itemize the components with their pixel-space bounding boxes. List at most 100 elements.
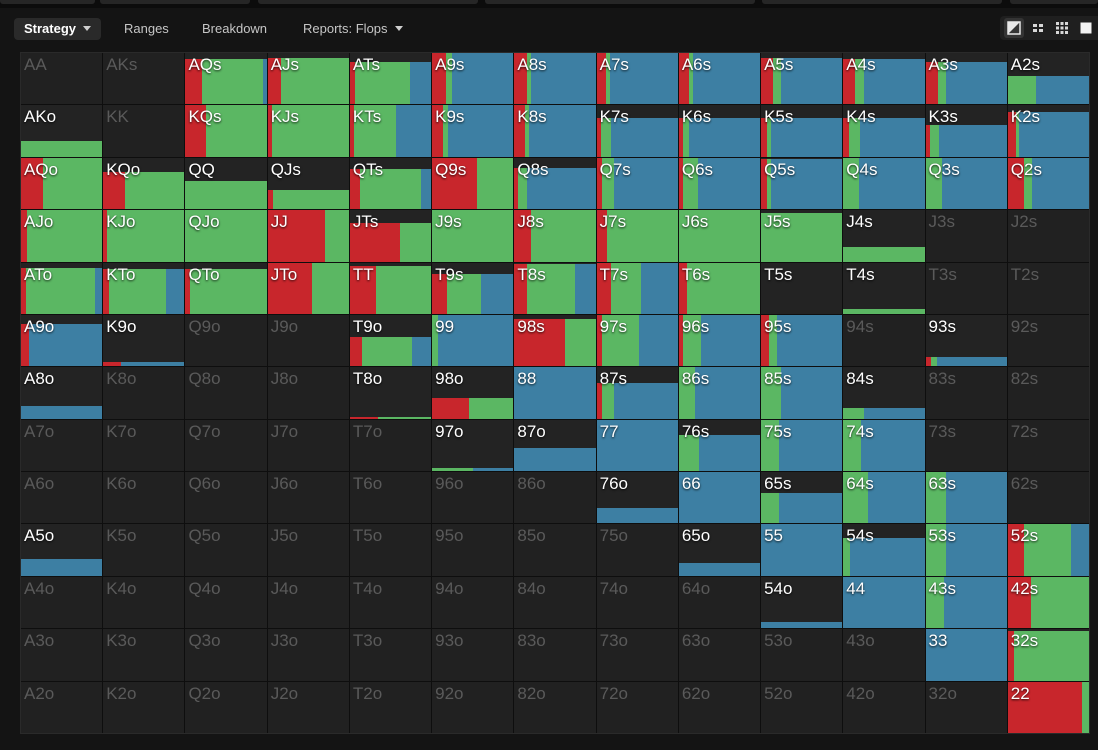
hand-cell-22[interactable]: 22 — [1007, 681, 1089, 733]
hand-cell-A5o[interactable]: A5o — [21, 524, 103, 576]
hand-cell-J9o[interactable]: J9o — [267, 314, 349, 367]
hand-cell-95s[interactable]: 95s — [761, 314, 843, 367]
hand-cell-53o[interactable]: 53o — [761, 629, 843, 681]
hand-cell-72s[interactable]: 72s — [1007, 419, 1089, 472]
hand-cell-74o[interactable]: 74o — [596, 576, 678, 629]
hand-cell-A3o[interactable]: A3o — [21, 629, 103, 681]
hand-cell-54s[interactable]: 54s — [843, 524, 925, 576]
hand-cell-JTs[interactable]: JTs — [349, 210, 432, 262]
hand-cell-A4s[interactable]: A4s — [843, 53, 925, 105]
hand-cell-43o[interactable]: 43o — [843, 629, 925, 681]
hand-cell-A3s[interactable]: A3s — [925, 53, 1007, 105]
hand-cell-42o[interactable]: 42o — [843, 681, 925, 733]
hand-cell-QTs[interactable]: QTs — [349, 157, 432, 210]
tab-reports-flops[interactable]: Reports: Flops — [293, 18, 413, 40]
hand-cell-42s[interactable]: 42s — [1007, 576, 1089, 629]
hand-cell-AKo[interactable]: AKo — [21, 105, 103, 157]
hand-cell-QJo[interactable]: QJo — [185, 210, 267, 262]
hand-cell-Q6s[interactable]: Q6s — [678, 157, 761, 210]
hand-cell-AJo[interactable]: AJo — [21, 210, 103, 262]
hand-cell-A7s[interactable]: A7s — [596, 53, 678, 105]
hand-cell-KQs[interactable]: KQs — [185, 105, 267, 157]
hand-cell-62s[interactable]: 62s — [1007, 472, 1089, 524]
hand-cell-K4s[interactable]: K4s — [843, 105, 925, 157]
hand-cell-KJs[interactable]: KJs — [267, 105, 349, 157]
hand-cell-K8s[interactable]: K8s — [514, 105, 596, 157]
hand-cell-T6o[interactable]: T6o — [349, 472, 432, 524]
hand-cell-86o[interactable]: 86o — [514, 472, 596, 524]
hand-cell-94o[interactable]: 94o — [432, 576, 514, 629]
hand-cell-63o[interactable]: 63o — [678, 629, 761, 681]
hand-cell-87s[interactable]: 87s — [596, 367, 678, 419]
hand-cell-AJs[interactable]: AJs — [267, 53, 349, 105]
hand-cell-A8o[interactable]: A8o — [21, 367, 103, 419]
hand-cell-K3o[interactable]: K3o — [103, 629, 185, 681]
hand-cell-ATo[interactable]: ATo — [21, 262, 103, 314]
hand-cell-65o[interactable]: 65o — [678, 524, 761, 576]
hand-cell-83o[interactable]: 83o — [514, 629, 596, 681]
hand-cell-Q3o[interactable]: Q3o — [185, 629, 267, 681]
hand-cell-A5s[interactable]: A5s — [761, 53, 843, 105]
hand-cell-AQo[interactable]: AQo — [21, 157, 103, 210]
hand-cell-QQ[interactable]: QQ — [185, 157, 267, 210]
hand-cell-52s[interactable]: 52s — [1007, 524, 1089, 576]
hand-cell-JJ[interactable]: JJ — [267, 210, 349, 262]
hand-cell-T4s[interactable]: T4s — [843, 262, 925, 314]
hand-cell-Q3s[interactable]: Q3s — [925, 157, 1007, 210]
hand-cell-95o[interactable]: 95o — [432, 524, 514, 576]
hand-cell-QTo[interactable]: QTo — [185, 262, 267, 314]
hand-cell-85o[interactable]: 85o — [514, 524, 596, 576]
hand-cell-K6s[interactable]: K6s — [678, 105, 761, 157]
hand-cell-72o[interactable]: 72o — [596, 681, 678, 733]
tab-ranges[interactable]: Ranges — [114, 18, 179, 40]
hand-cell-74s[interactable]: 74s — [843, 419, 925, 472]
hand-cell-T4o[interactable]: T4o — [349, 576, 432, 629]
hand-cell-KTo[interactable]: KTo — [103, 262, 185, 314]
hand-cell-77[interactable]: 77 — [596, 419, 678, 472]
hand-cell-A6s[interactable]: A6s — [678, 53, 761, 105]
hand-cell-75o[interactable]: 75o — [596, 524, 678, 576]
hand-cell-84o[interactable]: 84o — [514, 576, 596, 629]
hand-cell-Q8s[interactable]: Q8s — [514, 157, 596, 210]
hand-cell-K5o[interactable]: K5o — [103, 524, 185, 576]
hand-cell-64o[interactable]: 64o — [678, 576, 761, 629]
hand-cell-Q6o[interactable]: Q6o — [185, 472, 267, 524]
hand-cell-96s[interactable]: 96s — [678, 314, 761, 367]
grid-view-button[interactable] — [1052, 18, 1072, 38]
hand-cell-A9s[interactable]: A9s — [432, 53, 514, 105]
hand-cell-J3o[interactable]: J3o — [267, 629, 349, 681]
hand-cell-K2o[interactable]: K2o — [103, 681, 185, 733]
hand-cell-T5o[interactable]: T5o — [349, 524, 432, 576]
hand-cell-Q9o[interactable]: Q9o — [185, 314, 267, 367]
hand-cell-54o[interactable]: 54o — [761, 576, 843, 629]
hand-cell-J8s[interactable]: J8s — [514, 210, 596, 262]
hand-cell-J6s[interactable]: J6s — [678, 210, 761, 262]
hand-cell-93s[interactable]: 93s — [925, 314, 1007, 367]
hand-cell-K3s[interactable]: K3s — [925, 105, 1007, 157]
hand-cell-99[interactable]: 99 — [432, 314, 514, 367]
hand-cell-83s[interactable]: 83s — [925, 367, 1007, 419]
hand-cell-82o[interactable]: 82o — [514, 681, 596, 733]
hand-cell-A7o[interactable]: A7o — [21, 419, 103, 472]
hand-cell-Q4o[interactable]: Q4o — [185, 576, 267, 629]
hand-cell-K6o[interactable]: K6o — [103, 472, 185, 524]
hand-cell-J6o[interactable]: J6o — [267, 472, 349, 524]
hand-cell-K9s[interactable]: K9s — [432, 105, 514, 157]
hand-cell-93o[interactable]: 93o — [432, 629, 514, 681]
hand-cell-J4s[interactable]: J4s — [843, 210, 925, 262]
hand-cell-T3s[interactable]: T3s — [925, 262, 1007, 314]
hand-cell-Q9s[interactable]: Q9s — [432, 157, 514, 210]
hand-cell-T3o[interactable]: T3o — [349, 629, 432, 681]
hand-cell-86s[interactable]: 86s — [678, 367, 761, 419]
hand-cell-KJo[interactable]: KJo — [103, 210, 185, 262]
hand-cell-76s[interactable]: 76s — [678, 419, 761, 472]
hand-cell-T9s[interactable]: T9s — [432, 262, 514, 314]
hand-cell-33[interactable]: 33 — [925, 629, 1007, 681]
hand-cell-K9o[interactable]: K9o — [103, 314, 185, 367]
hand-cell-87o[interactable]: 87o — [514, 419, 596, 472]
hand-cell-75s[interactable]: 75s — [761, 419, 843, 472]
hand-cell-73o[interactable]: 73o — [596, 629, 678, 681]
hand-cell-32o[interactable]: 32o — [925, 681, 1007, 733]
hand-cell-92o[interactable]: 92o — [432, 681, 514, 733]
hand-cell-J8o[interactable]: J8o — [267, 367, 349, 419]
